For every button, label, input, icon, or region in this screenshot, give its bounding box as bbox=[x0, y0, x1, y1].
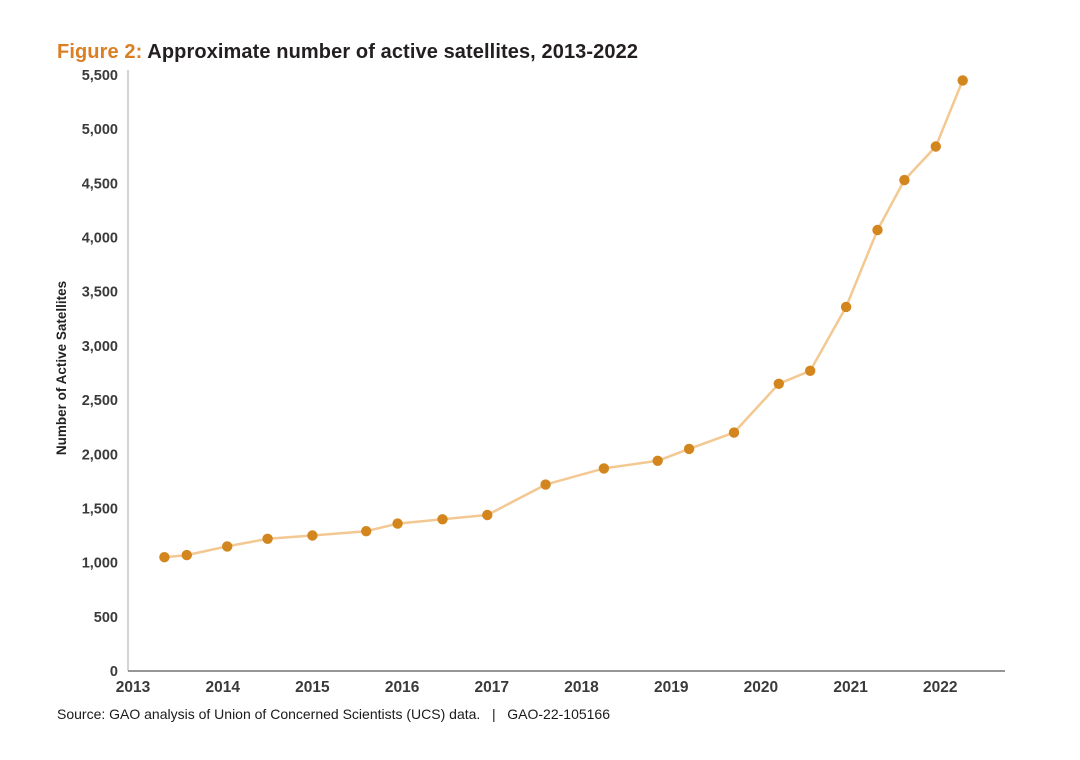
data-point bbox=[652, 455, 663, 466]
x-tick-label: 2015 bbox=[295, 679, 330, 696]
x-tick-label: 2022 bbox=[923, 679, 957, 696]
y-tick-label: 1,500 bbox=[82, 501, 118, 517]
data-point bbox=[773, 378, 784, 389]
data-point bbox=[728, 427, 740, 438]
x-tick-label: 2018 bbox=[564, 679, 599, 696]
y-tick-label: 2,000 bbox=[82, 447, 118, 463]
x-tick-label: 2019 bbox=[654, 679, 689, 696]
x-tick-label: 2013 bbox=[116, 679, 151, 696]
data-point bbox=[222, 541, 233, 552]
data-point bbox=[307, 530, 318, 541]
data-point bbox=[872, 224, 883, 236]
y-tick-label: 0 bbox=[110, 664, 118, 680]
figure-label: Figure 2: bbox=[57, 41, 143, 64]
data-point bbox=[930, 141, 941, 152]
y-tick-label: 2,500 bbox=[82, 393, 118, 409]
data-point bbox=[262, 533, 273, 544]
y-axis-title: Number of Active Satellites bbox=[54, 281, 69, 455]
data-point bbox=[957, 75, 968, 86]
y-tick-label: 3,500 bbox=[82, 285, 118, 301]
y-tick-label: 500 bbox=[94, 610, 118, 626]
x-tick-label: 2021 bbox=[833, 679, 868, 696]
data-point bbox=[361, 526, 372, 537]
data-point bbox=[598, 463, 610, 474]
trend-line bbox=[163, 79, 964, 559]
data-point bbox=[392, 518, 403, 529]
data-point bbox=[805, 365, 816, 376]
data-point bbox=[683, 443, 695, 455]
data-point bbox=[181, 549, 192, 561]
x-tick-label: 2020 bbox=[744, 679, 778, 696]
data-point bbox=[159, 552, 170, 563]
y-tick-label: 4,000 bbox=[82, 231, 118, 247]
figure-title: Figure 2: Approximate number of active s… bbox=[57, 41, 638, 64]
data-point bbox=[437, 514, 448, 525]
x-tick-label: 2016 bbox=[385, 679, 420, 696]
y-tick-label: 3,000 bbox=[82, 339, 118, 355]
x-tick-label: 2014 bbox=[205, 679, 240, 696]
y-tick-label: 4,500 bbox=[82, 176, 118, 192]
source-note: Source: GAO analysis of Union of Concern… bbox=[57, 706, 611, 722]
data-point bbox=[840, 301, 852, 313]
data-point bbox=[899, 174, 910, 186]
x-tick-label: 2017 bbox=[475, 679, 509, 696]
figure-title-text: Approximate number of active satellites,… bbox=[147, 41, 639, 64]
data-point bbox=[482, 509, 493, 521]
y-tick-label: 5,000 bbox=[82, 122, 118, 138]
y-tick-label: 5,500 bbox=[82, 68, 118, 84]
y-tick-label: 1,000 bbox=[82, 556, 118, 572]
data-point bbox=[540, 479, 551, 490]
